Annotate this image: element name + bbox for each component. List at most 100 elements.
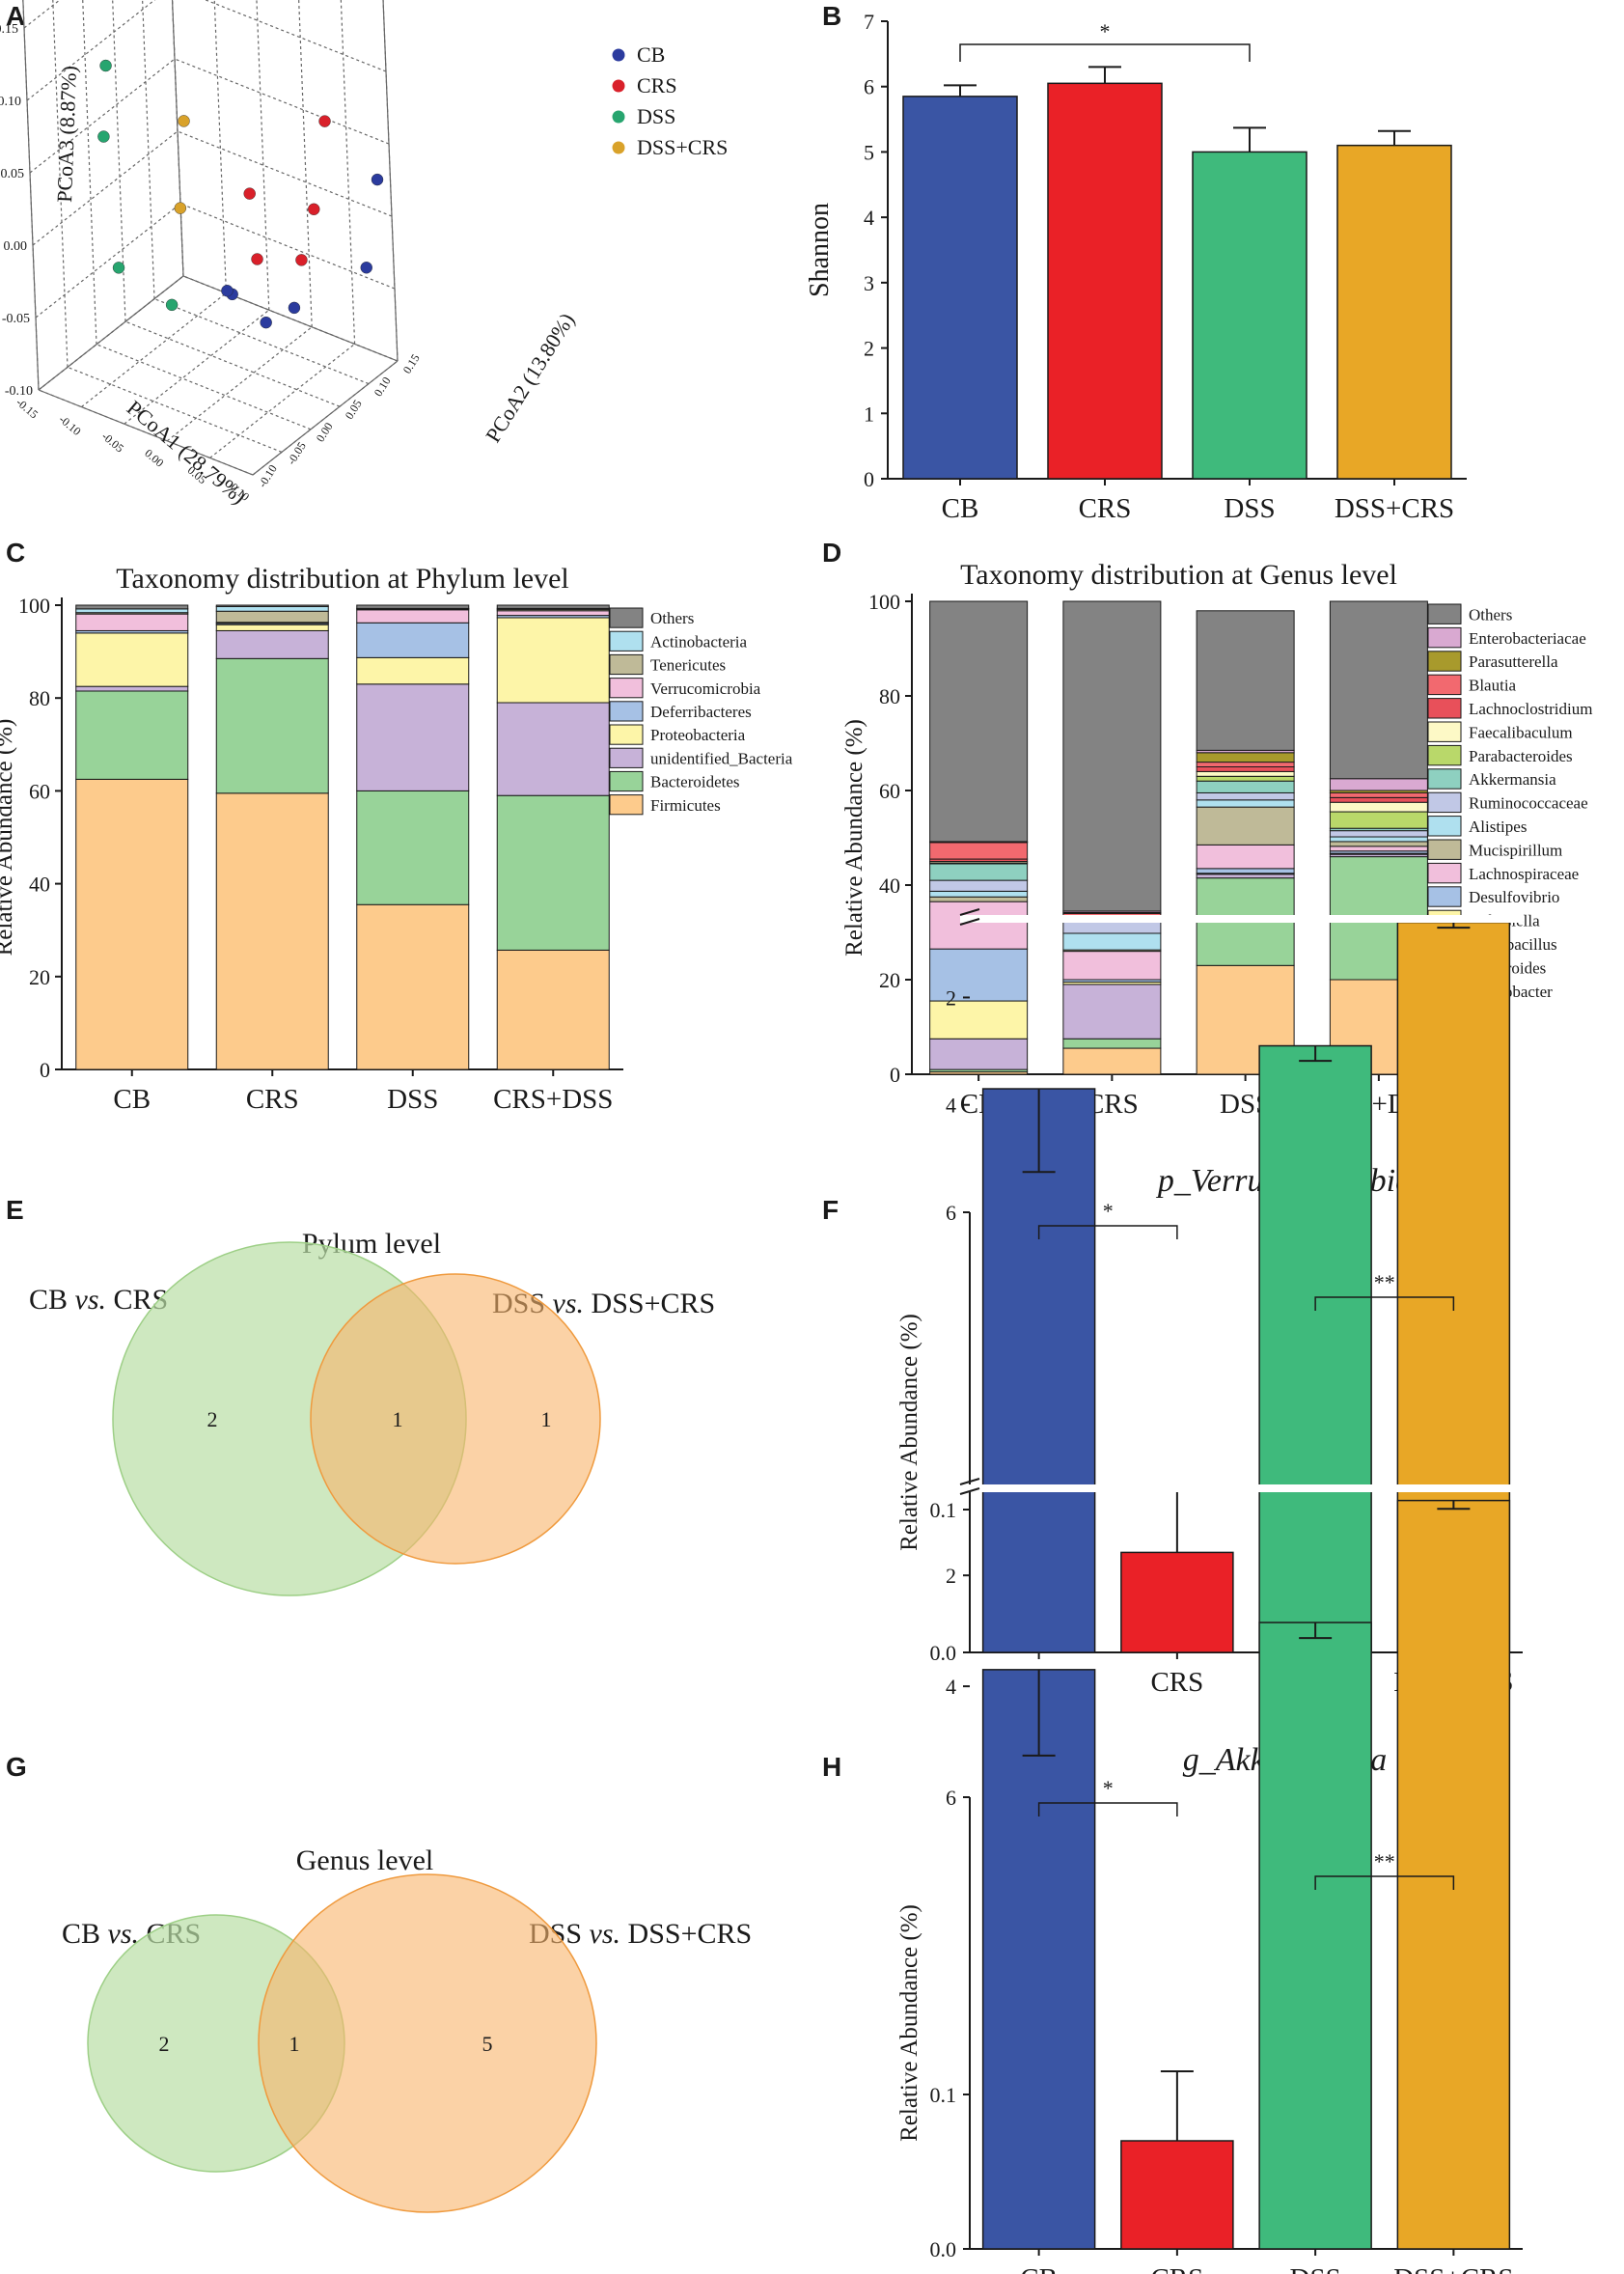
y-tick-label: 2 (946, 1564, 956, 1588)
pcoa-box-edge (252, 360, 399, 476)
stack-segment-lactobacillus (929, 1038, 1029, 1070)
legend-swatch (609, 701, 644, 722)
pcoa-grid-line (179, 203, 396, 290)
pcoa-box-edge (38, 275, 184, 391)
legend-label: Proteobacteria (650, 726, 746, 744)
y-tick-label: 0 (40, 1058, 50, 1082)
y-tick-label: 60 (29, 779, 50, 803)
stack-segment-alistipes (1062, 932, 1162, 951)
stack-segment-proteobacteria (496, 617, 610, 704)
pcoa-point-crs (251, 253, 263, 265)
y-tick-label: 0.0 (930, 2237, 957, 2261)
stack-segment-bacteroidetes (356, 790, 470, 905)
legend-swatch (609, 770, 644, 792)
pcoa-grid-line (171, 0, 184, 277)
legend-label: Parasutterella (1469, 652, 1558, 671)
y-tick-label: 100 (18, 594, 50, 618)
stack-segment-firmicutes (496, 949, 610, 1070)
pcoa-x-tick: -0.05 (99, 430, 126, 456)
stack-segment-bacteroidetes (75, 690, 189, 780)
legend-label: Lachnoclostridium (1469, 700, 1592, 718)
stack-segment-proteobacteria (356, 656, 470, 685)
pcoa-x-tick: -0.15 (14, 396, 41, 422)
y-tick-label: 0.1 (930, 2083, 957, 2107)
legend-label: Desulfovibrio (1469, 888, 1559, 906)
pcoa-point-dss (97, 130, 110, 143)
y-tick-label: 1 (864, 402, 874, 426)
stack-segment-verrucomicrobia (75, 613, 189, 631)
bar-dss-crs (1336, 144, 1452, 480)
legend-label: Ruminococcaceae (1469, 794, 1588, 813)
y-tick-label: 0 (890, 1063, 900, 1087)
stack-segment-verrucomicrobia (496, 610, 610, 617)
pcoa-point-crs (308, 203, 320, 215)
stack-segment-others (496, 604, 610, 609)
bar-cb (902, 96, 1018, 480)
y-tick-label: 7 (864, 10, 874, 34)
legend-swatch (609, 747, 644, 768)
legend-swatch (1427, 768, 1462, 790)
pcoa-grid-line (124, 309, 270, 425)
legend-swatch (1427, 744, 1462, 766)
legend-label: Faecalibaculum (1469, 723, 1573, 741)
stack-segment-mucispirillum (929, 896, 1029, 902)
legend-label: Firmicutes (650, 796, 721, 815)
legend-label: unidentified_Bacteria (650, 749, 793, 767)
pcoa-point-dss-crs (178, 115, 190, 127)
pcoa-grid-line (112, 0, 126, 322)
stack-segment-helicobacter (1062, 1047, 1162, 1075)
pcoa-point-crs (243, 187, 256, 200)
venn-phylum: Pylum level CB vs. CRS DSS vs. DSS+CRS 2… (29, 1228, 715, 1596)
y-tick-label: 6 (946, 1201, 956, 1225)
y-tick-label: 5 (864, 140, 874, 164)
pcoa-box-edge (22, 0, 40, 391)
pcoa-grid-line (96, 344, 312, 430)
pcoa-grid-line (124, 320, 341, 407)
y-tick-label: 80 (879, 684, 900, 708)
pcoa-box-edge (171, 0, 184, 277)
y-tick-label: 6 (864, 75, 874, 99)
stack-segment-desulfovibrio (929, 948, 1029, 1002)
legend-swatch (1427, 603, 1462, 624)
pcoa-z-tick: -0.05 (2, 312, 30, 326)
panel-label-e: E (6, 1195, 24, 1225)
legend-swatch (1427, 839, 1462, 860)
significance-bracket (959, 43, 1251, 62)
pcoa-grid-line (81, 292, 227, 408)
pcoa-x-tick: 0.00 (142, 446, 166, 469)
legend-swatch (609, 678, 644, 699)
stack-segment-dubosiella (929, 1000, 1029, 1040)
y-tick-label: 4 (946, 1094, 956, 1118)
legend-label: Mucispirillum (1469, 841, 1562, 859)
y-tick-label: 20 (879, 968, 900, 992)
pcoa-y-tick: 0.10 (372, 374, 394, 399)
pcoa-point-cb (221, 285, 234, 297)
significance-label: ** (1374, 1270, 1395, 1294)
y-tick-label: 0 (864, 467, 874, 491)
bar-crs (1047, 82, 1163, 480)
y-tick-label: 4 (864, 206, 874, 230)
pcoa-grid-line (177, 130, 393, 217)
legend-label: Others (1469, 605, 1512, 624)
axis-break-mark (959, 1478, 980, 1485)
pcoa-grid-line (142, 0, 155, 299)
legend-label: Enterobacteriacae (1469, 629, 1586, 648)
stack-segment-firmicutes (215, 792, 329, 1070)
venn-genus-overlap-count: 1 (289, 2032, 300, 2056)
venn-phylum-overlap-count: 1 (393, 1407, 403, 1431)
pcoa-box-edge (382, 0, 399, 362)
chart-title: Taxonomy distribution at Genus level (960, 559, 1397, 591)
pcoa-3d-chart: 0.200.150.100.050.00-0.05-0.10-0.15-0.10… (0, 0, 728, 509)
stack-segment-others (356, 604, 470, 609)
stack-segment-mucispirillum (1329, 841, 1428, 847)
stack-segment-blautia (1196, 762, 1295, 767)
legend-swatch (609, 794, 644, 816)
bar-crs (1120, 1551, 1234, 1653)
x-tick-label: CRS+DSS (493, 1084, 613, 1115)
pcoa-grid-line (204, 0, 387, 72)
legend-label: Verrucomicrobia (650, 679, 761, 698)
bar-cb (981, 1088, 1096, 1653)
pcoa-legend-marker (612, 79, 625, 93)
y-tick-label: 3 (864, 271, 874, 295)
